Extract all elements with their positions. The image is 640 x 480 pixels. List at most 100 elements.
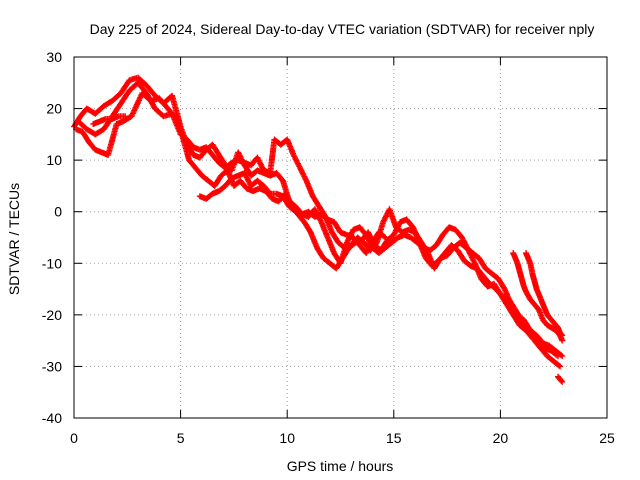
data-point bbox=[339, 246, 352, 262]
data-point bbox=[427, 243, 439, 254]
data-point bbox=[386, 206, 399, 229]
y-tick-label: -30 bbox=[42, 358, 62, 374]
data-point bbox=[333, 256, 345, 272]
data-point bbox=[525, 327, 537, 343]
plot-frame bbox=[73, 56, 608, 419]
data-point bbox=[203, 191, 215, 202]
data-point bbox=[209, 152, 222, 165]
data-point bbox=[463, 244, 475, 256]
data-point bbox=[559, 332, 566, 339]
y-tick-label: -10 bbox=[42, 255, 62, 271]
data-point bbox=[135, 74, 149, 88]
data-point bbox=[546, 314, 556, 325]
x-tick-label: 5 bbox=[177, 430, 185, 446]
data-point bbox=[120, 114, 134, 125]
data-point bbox=[495, 275, 507, 291]
data-point bbox=[435, 251, 448, 264]
y-tick-label: 10 bbox=[46, 152, 62, 168]
x-tick-label: 15 bbox=[386, 430, 402, 446]
data-point bbox=[384, 232, 396, 244]
data-point bbox=[117, 88, 132, 107]
data-point bbox=[346, 240, 358, 251]
data-points bbox=[71, 74, 566, 385]
data-point bbox=[505, 296, 518, 312]
data-point bbox=[164, 105, 179, 121]
data-point bbox=[469, 250, 481, 261]
y-axis-label: SDTVAR / TECUs bbox=[6, 183, 22, 295]
data-point bbox=[279, 193, 292, 209]
data-point bbox=[186, 157, 198, 170]
data-point bbox=[286, 203, 298, 214]
x-tick-label: 0 bbox=[70, 430, 78, 446]
data-point bbox=[461, 257, 473, 268]
data-point bbox=[533, 332, 546, 346]
data-point bbox=[523, 288, 533, 302]
data-point bbox=[390, 220, 403, 238]
data-point bbox=[128, 91, 145, 120]
data-point bbox=[198, 172, 211, 183]
data-point bbox=[254, 154, 266, 172]
data-point bbox=[527, 296, 537, 307]
data-point bbox=[267, 138, 278, 176]
data-point bbox=[75, 118, 89, 132]
data-point bbox=[254, 177, 266, 189]
data-point bbox=[544, 353, 556, 364]
data-point bbox=[143, 82, 158, 98]
data-point bbox=[454, 247, 467, 263]
data-point bbox=[531, 301, 541, 312]
data-point bbox=[559, 337, 566, 344]
data-point bbox=[173, 115, 186, 139]
data-point bbox=[216, 183, 228, 195]
x-axis-label: GPS time / hours bbox=[287, 458, 394, 474]
series-track-c bbox=[73, 90, 564, 370]
data-point bbox=[550, 319, 561, 330]
data-point bbox=[510, 311, 522, 327]
data-point bbox=[203, 144, 215, 157]
x-tick-label: 25 bbox=[599, 430, 615, 446]
data-point bbox=[135, 79, 149, 95]
data-point bbox=[550, 358, 562, 369]
data-point bbox=[546, 342, 558, 354]
data-point bbox=[544, 311, 552, 320]
data-point bbox=[329, 229, 341, 245]
data-point bbox=[324, 234, 337, 255]
data-point bbox=[548, 348, 560, 359]
y-tick-label: 0 bbox=[54, 204, 62, 220]
y-tick-label: -40 bbox=[42, 410, 62, 426]
data-point bbox=[416, 239, 429, 260]
data-point bbox=[297, 164, 309, 183]
data-point bbox=[237, 177, 249, 191]
series-track-h bbox=[90, 113, 129, 127]
data-point bbox=[211, 173, 224, 189]
data-point bbox=[320, 255, 332, 266]
data-point bbox=[557, 363, 564, 370]
data-point bbox=[555, 373, 563, 382]
data-point bbox=[222, 176, 234, 189]
data-point bbox=[284, 136, 296, 157]
data-point bbox=[331, 219, 343, 235]
data-point bbox=[552, 348, 565, 359]
data-point bbox=[488, 270, 501, 281]
data-point bbox=[544, 322, 554, 331]
data-point bbox=[403, 216, 416, 230]
data-point bbox=[456, 239, 469, 250]
data-point bbox=[473, 265, 486, 279]
data-point bbox=[156, 95, 170, 111]
data-point bbox=[448, 242, 460, 253]
data-point bbox=[493, 286, 505, 299]
data-point bbox=[518, 317, 531, 332]
data-point bbox=[303, 177, 316, 198]
data-point bbox=[179, 133, 192, 162]
data-point bbox=[452, 226, 465, 240]
data-point bbox=[260, 182, 273, 196]
y-tick-label: -20 bbox=[42, 307, 62, 323]
data-point bbox=[559, 378, 566, 385]
series-track-f bbox=[523, 250, 566, 339]
data-point bbox=[557, 376, 565, 384]
data-point bbox=[318, 211, 330, 222]
data-point bbox=[537, 345, 550, 358]
data-point bbox=[92, 104, 106, 117]
data-point bbox=[192, 164, 204, 178]
